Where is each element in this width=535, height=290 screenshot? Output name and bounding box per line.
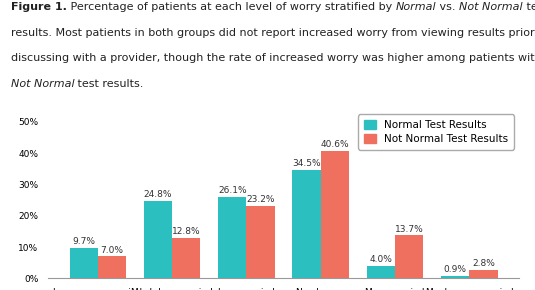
Text: 4.0%: 4.0% xyxy=(370,255,392,264)
Text: Not Normal: Not Normal xyxy=(11,79,74,89)
Text: 9.7%: 9.7% xyxy=(72,237,95,246)
Bar xyxy=(320,151,349,278)
Text: test results.: test results. xyxy=(74,79,144,89)
Text: 7.0%: 7.0% xyxy=(101,246,124,255)
Text: discussing with a provider, though the rate of increased worry was higher among : discussing with a provider, though the r… xyxy=(11,53,535,63)
Text: Percentage of patients at each level of worry stratified by: Percentage of patients at each level of … xyxy=(66,2,395,12)
Text: Normal: Normal xyxy=(395,2,436,12)
Text: 23.2%: 23.2% xyxy=(246,195,275,204)
Text: 24.8%: 24.8% xyxy=(144,190,172,199)
Text: results. Most patients in both groups did not report increased worry from viewin: results. Most patients in both groups di… xyxy=(11,28,535,38)
Text: 26.1%: 26.1% xyxy=(218,186,247,195)
Bar xyxy=(98,256,126,278)
Bar xyxy=(70,248,98,278)
Text: Not Normal: Not Normal xyxy=(459,2,523,12)
Text: 2.8%: 2.8% xyxy=(472,259,495,268)
Text: 40.6%: 40.6% xyxy=(320,140,349,149)
Legend: Normal Test Results, Not Normal Test Results: Normal Test Results, Not Normal Test Res… xyxy=(358,115,514,150)
Bar xyxy=(172,238,200,278)
Bar xyxy=(367,266,395,278)
Text: 13.7%: 13.7% xyxy=(395,225,424,234)
Bar xyxy=(293,170,320,278)
Bar xyxy=(441,276,469,278)
Bar xyxy=(218,197,247,278)
Text: 12.8%: 12.8% xyxy=(172,227,201,236)
Bar xyxy=(247,206,274,278)
Bar xyxy=(469,270,498,278)
Text: Figure 1.: Figure 1. xyxy=(11,2,66,12)
Text: 0.9%: 0.9% xyxy=(444,265,467,274)
Text: test: test xyxy=(523,2,535,12)
Bar xyxy=(395,235,423,278)
Text: vs.: vs. xyxy=(436,2,459,12)
Bar xyxy=(144,201,172,278)
Text: 34.5%: 34.5% xyxy=(292,160,321,168)
